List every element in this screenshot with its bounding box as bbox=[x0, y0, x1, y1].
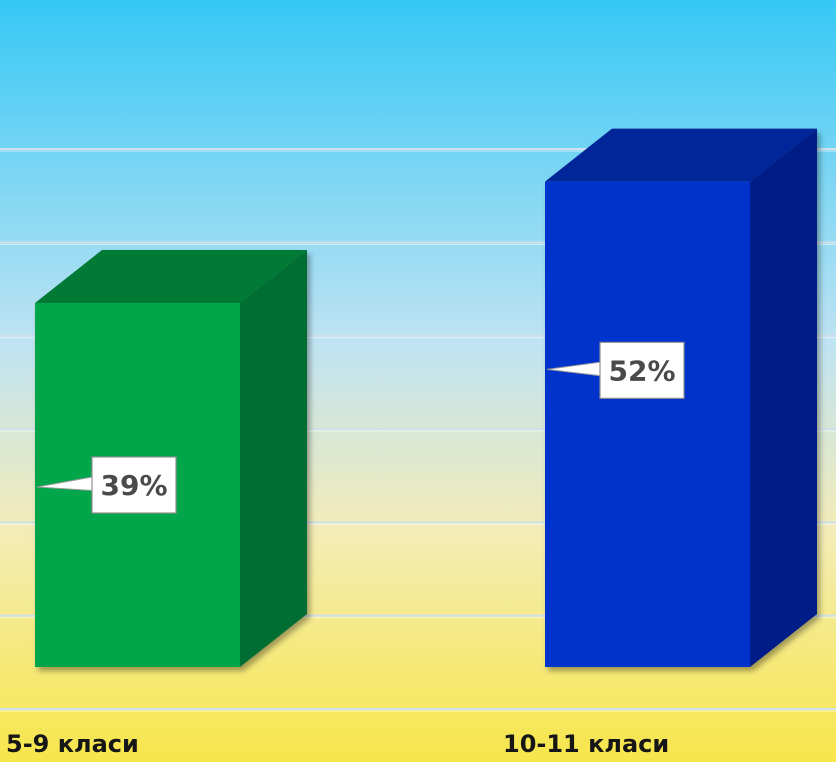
data-labels: 39% 52% bbox=[36, 341, 685, 514]
data-label-text: 52% bbox=[608, 354, 675, 387]
bar-top bbox=[35, 250, 307, 303]
callout-box bbox=[599, 341, 685, 399]
bar-front bbox=[545, 181, 750, 667]
bar-side bbox=[240, 250, 307, 667]
bar-top bbox=[545, 128, 817, 182]
callout-box bbox=[91, 456, 177, 514]
data-label-text: 39% bbox=[100, 469, 167, 502]
bar-2 bbox=[545, 128, 817, 667]
data-label-1: 39% bbox=[36, 456, 177, 514]
category-labels: 5-9 класи 10-11 класи bbox=[6, 730, 669, 758]
bar-side bbox=[750, 128, 817, 667]
category-label-2: 10-11 класи bbox=[503, 730, 669, 758]
category-label-1: 5-9 класи bbox=[6, 730, 139, 758]
data-label-2: 52% bbox=[546, 341, 685, 399]
